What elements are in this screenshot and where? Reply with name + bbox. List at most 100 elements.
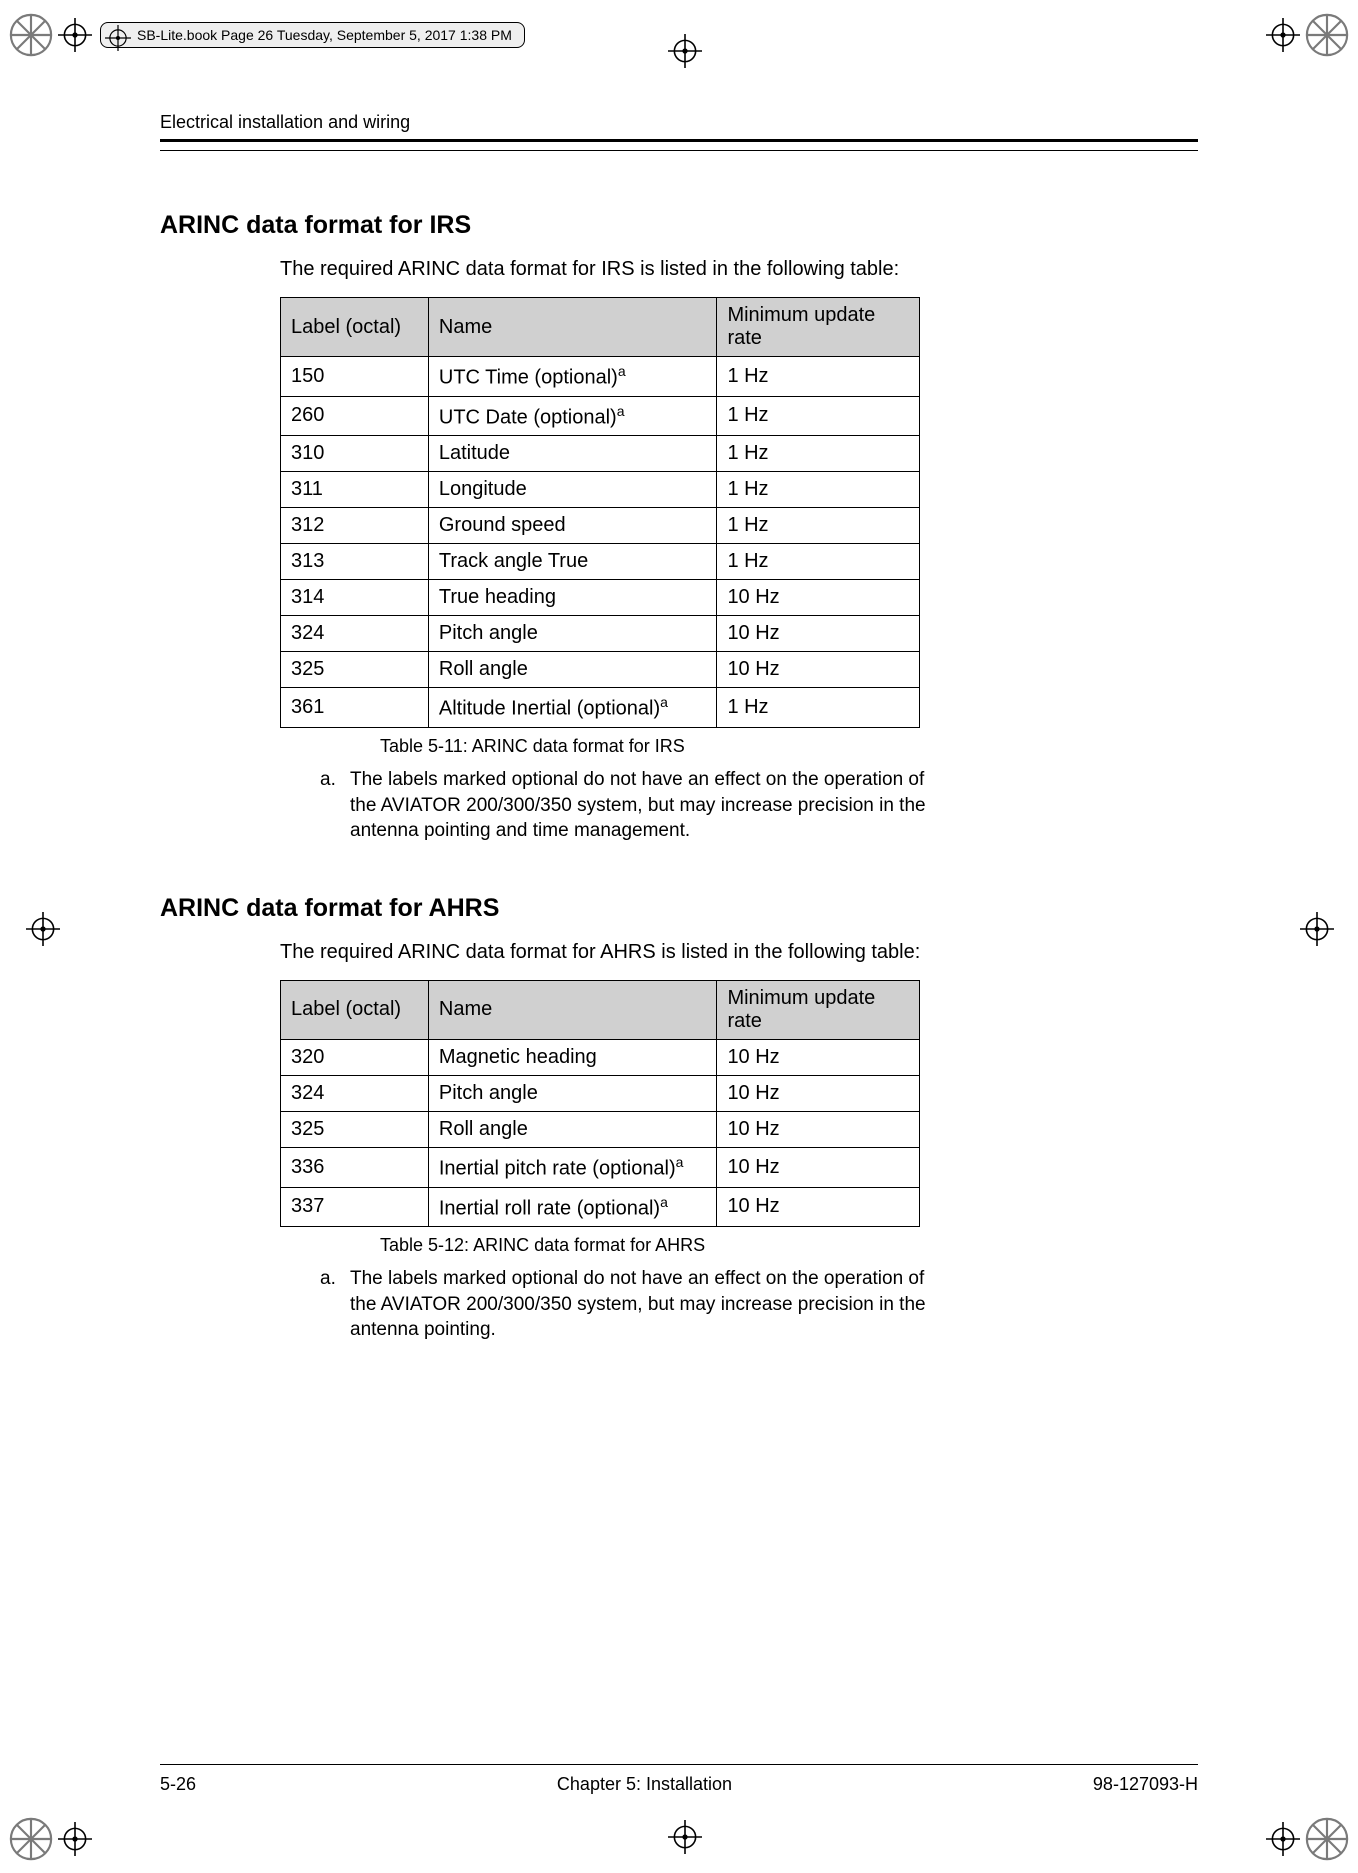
footnote-marker: a.	[320, 767, 336, 793]
table-row: 337Inertial roll rate (optional)a10 Hz	[281, 1187, 920, 1227]
cell-name: Pitch angle	[428, 1075, 717, 1111]
footnote-ref: a	[660, 694, 668, 710]
footnote-ref: a	[618, 363, 626, 379]
table-header-cell: Minimum update rate	[717, 980, 920, 1039]
cell-label: 150	[281, 357, 429, 397]
cell-label: 337	[281, 1187, 429, 1227]
running-head: Electrical installation and wiring	[160, 112, 1198, 133]
table-row: 325Roll angle10 Hz	[281, 652, 920, 688]
page: SB-Lite.book Page 26 Tuesday, September …	[0, 0, 1358, 1873]
table-header-cell: Minimum update rate	[717, 298, 920, 357]
table-row: 311Longitude1 Hz	[281, 472, 920, 508]
footnote-ref: a	[617, 403, 625, 419]
header-rule-thin	[160, 150, 1198, 151]
bookinfo-text: SB-Lite.book Page 26 Tuesday, September …	[137, 27, 512, 43]
table-row: 314True heading10 Hz	[281, 580, 920, 616]
cell-name: True heading	[428, 580, 717, 616]
footnote-ahrs: a. The labels marked optional do not hav…	[320, 1266, 940, 1343]
cell-name: Inertial pitch rate (optional)a	[428, 1147, 717, 1187]
footnote-ahrs-item: a. The labels marked optional do not hav…	[320, 1266, 940, 1343]
cell-rate: 10 Hz	[717, 652, 920, 688]
table-row: 324Pitch angle10 Hz	[281, 1075, 920, 1111]
table-row: 313Track angle True1 Hz	[281, 544, 920, 580]
table-row: 312Ground speed1 Hz	[281, 508, 920, 544]
cell-name: UTC Time (optional)a	[428, 357, 717, 397]
crosshair-icon	[1266, 18, 1300, 52]
footnote-irs-item: a. The labels marked optional do not hav…	[320, 767, 940, 844]
table-header-cell: Label (octal)	[281, 298, 429, 357]
crosshair-icon	[1300, 912, 1334, 946]
crosshair-icon	[58, 18, 92, 52]
cell-rate: 10 Hz	[717, 616, 920, 652]
table-row: 260UTC Date (optional)a1 Hz	[281, 396, 920, 436]
cell-rate: 1 Hz	[717, 688, 920, 728]
footnote-text: The labels marked optional do not have a…	[350, 1268, 926, 1340]
cell-name: Latitude	[428, 436, 717, 472]
footer-docnum: 98-127093-H	[1093, 1774, 1198, 1795]
footer-chapter: Chapter 5: Installation	[557, 1774, 732, 1795]
cell-label: 260	[281, 396, 429, 436]
cell-rate: 10 Hz	[717, 1111, 920, 1147]
radial-icon	[1304, 1816, 1350, 1862]
cell-label: 324	[281, 616, 429, 652]
crosshair-icon	[26, 912, 60, 946]
cell-label: 325	[281, 1111, 429, 1147]
crosshair-icon	[105, 25, 131, 51]
table-row: 320Magnetic heading10 Hz	[281, 1039, 920, 1075]
cell-rate: 1 Hz	[717, 544, 920, 580]
cell-name: Magnetic heading	[428, 1039, 717, 1075]
header-rule-thick	[160, 139, 1198, 142]
table-irs-caption: Table 5-11: ARINC data format for IRS	[380, 736, 1198, 757]
radial-icon	[8, 1816, 54, 1862]
footer-row: 5-26 Chapter 5: Installation 98-127093-H	[160, 1774, 1198, 1795]
footnote-marker: a.	[320, 1266, 336, 1292]
cell-rate: 10 Hz	[717, 1187, 920, 1227]
table-header-cell: Label (octal)	[281, 980, 429, 1039]
cell-rate: 10 Hz	[717, 580, 920, 616]
section-irs-intro: The required ARINC data format for IRS i…	[280, 258, 1198, 281]
cell-rate: 10 Hz	[717, 1075, 920, 1111]
cell-name: Ground speed	[428, 508, 717, 544]
table-row: 325Roll angle10 Hz	[281, 1111, 920, 1147]
cell-name: Roll angle	[428, 1111, 717, 1147]
cell-rate: 1 Hz	[717, 472, 920, 508]
section-ahrs-intro: The required ARINC data format for AHRS …	[280, 941, 1198, 964]
crosshair-icon	[668, 1820, 702, 1854]
footnote-ref: a	[660, 1194, 668, 1210]
table-header-cell: Name	[428, 980, 717, 1039]
cell-name: Pitch angle	[428, 616, 717, 652]
table-header-cell: Name	[428, 298, 717, 357]
cell-label: 325	[281, 652, 429, 688]
cell-rate: 10 Hz	[717, 1039, 920, 1075]
footnote-ref: a	[676, 1154, 684, 1170]
cell-rate: 1 Hz	[717, 357, 920, 397]
cell-rate: 1 Hz	[717, 508, 920, 544]
radial-icon	[1304, 12, 1350, 58]
footer-page: 5-26	[160, 1774, 196, 1795]
section-title-ahrs: ARINC data format for AHRS	[160, 894, 1198, 923]
table-row: 336Inertial pitch rate (optional)a10 Hz	[281, 1147, 920, 1187]
cell-label: 312	[281, 508, 429, 544]
section-ahrs-body: The required ARINC data format for AHRS …	[280, 941, 1198, 1343]
cell-name: Altitude Inertial (optional)a	[428, 688, 717, 728]
cell-rate: 1 Hz	[717, 436, 920, 472]
cell-label: 361	[281, 688, 429, 728]
cell-name: Inertial roll rate (optional)a	[428, 1187, 717, 1227]
cell-label: 313	[281, 544, 429, 580]
table-ahrs: Label (octal)NameMinimum update rate320M…	[280, 980, 920, 1227]
cell-label: 314	[281, 580, 429, 616]
section-title-irs: ARINC data format for IRS	[160, 211, 1198, 240]
radial-icon	[8, 12, 54, 58]
footer-rule	[160, 1764, 1198, 1765]
cell-name: UTC Date (optional)a	[428, 396, 717, 436]
cell-rate: 10 Hz	[717, 1147, 920, 1187]
table-row: 324Pitch angle10 Hz	[281, 616, 920, 652]
cell-label: 310	[281, 436, 429, 472]
table-irs: Label (octal)NameMinimum update rate 150U…	[280, 297, 920, 728]
cell-name: Track angle True	[428, 544, 717, 580]
crosshair-icon	[58, 1822, 92, 1856]
table-ahrs-caption: Table 5-12: ARINC data format for AHRS	[380, 1235, 1198, 1256]
cell-label: 320	[281, 1039, 429, 1075]
crosshair-icon	[1266, 1822, 1300, 1856]
table-row: 361Altitude Inertial (optional)a1 Hz	[281, 688, 920, 728]
